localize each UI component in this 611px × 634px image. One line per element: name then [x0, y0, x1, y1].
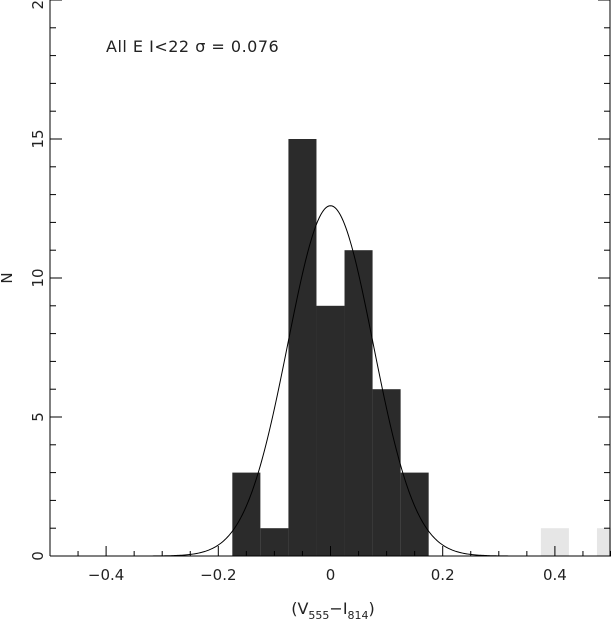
y-axis-ticks: 0 5 10 15 20 — [29, 0, 610, 561]
x-axis-label: (V555−I814) — [291, 599, 375, 622]
y-tick-label: 20 — [29, 0, 47, 10]
x-tick-label: 0.2 — [431, 566, 455, 584]
histogram-bar — [344, 250, 373, 556]
y-tick-label: 10 — [29, 268, 47, 287]
y-axis-label: N — [0, 272, 16, 283]
y-tick-label: 5 — [29, 412, 47, 422]
histogram-bars — [232, 139, 429, 556]
x-tick-label: 0 — [326, 566, 336, 584]
histogram-bar — [316, 305, 345, 556]
x-tick-label: −0.4 — [88, 566, 124, 584]
annotation-text: All E I<22 σ = 0.076 — [106, 37, 279, 56]
histogram-bar — [400, 472, 429, 556]
x-tick-label: −0.2 — [200, 566, 236, 584]
histogram-bar — [288, 139, 317, 556]
histogram-bar — [596, 528, 611, 556]
y-tick-label: 15 — [29, 129, 47, 148]
histogram-bar — [372, 389, 401, 556]
outlier-bars — [540, 528, 611, 556]
x-tick-label: 0.4 — [543, 566, 567, 584]
y-tick-label: 0 — [29, 551, 47, 561]
x-axis-ticks: −0.4 −0.2 0 0.2 0.4 — [49, 546, 611, 584]
histogram-bar — [232, 472, 261, 556]
